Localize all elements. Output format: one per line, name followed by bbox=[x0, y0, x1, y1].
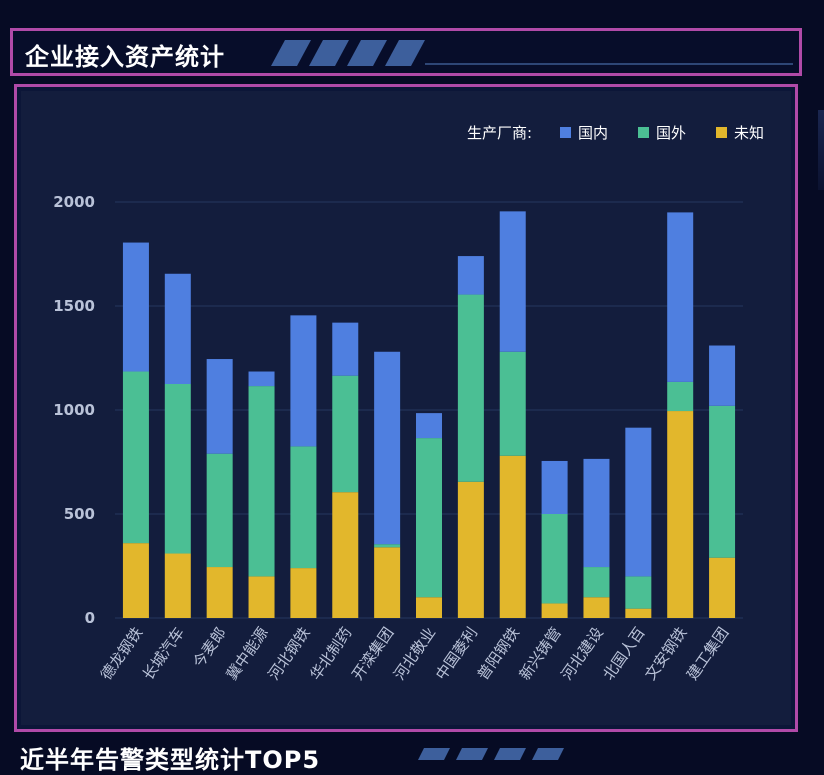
bar-segment bbox=[332, 322, 359, 376]
bar-segment bbox=[625, 576, 652, 609]
bar-segment bbox=[541, 514, 568, 604]
bar-segment bbox=[206, 567, 233, 618]
chart-panel: 0 500 1000 1500 2000 德龙钢铁 长城汽车 今麦郎 冀中能源 河北钢铁 华北制药开… bbox=[14, 84, 798, 732]
bar-segment bbox=[122, 543, 149, 618]
bar-segment bbox=[374, 547, 401, 618]
bar-segment bbox=[416, 413, 442, 439]
bar-segment bbox=[164, 273, 191, 384]
legend-label: 国内 bbox=[578, 124, 608, 142]
bar-segment bbox=[248, 386, 275, 577]
legend-label: 国外 bbox=[656, 124, 686, 142]
bar-segment bbox=[457, 294, 484, 482]
bar-segment bbox=[290, 446, 317, 569]
x-tick-label: 德龙钢铁 bbox=[97, 624, 146, 683]
legend-title: 生产厂商: bbox=[467, 124, 532, 142]
bar-segment bbox=[206, 453, 233, 568]
legend-swatch bbox=[638, 127, 649, 138]
x-tick-label: 河北钢铁 bbox=[265, 624, 314, 683]
x-tick-label: 建工集团 bbox=[683, 624, 732, 683]
x-tick-label: 河北建设 bbox=[558, 624, 607, 683]
bar-segment bbox=[625, 427, 652, 577]
bar-segment bbox=[541, 603, 568, 618]
bar-segment bbox=[164, 384, 191, 554]
bar-segment bbox=[583, 458, 610, 568]
bar-segment bbox=[248, 371, 275, 387]
y-tick-label: 500 bbox=[64, 505, 95, 523]
bar-segment bbox=[625, 608, 652, 618]
bar-segment bbox=[332, 375, 359, 493]
bar-segment bbox=[499, 211, 526, 352]
bar-segment bbox=[248, 576, 275, 618]
bar-segment bbox=[583, 567, 610, 598]
bar-segment bbox=[122, 371, 149, 544]
legend-swatch bbox=[716, 127, 727, 138]
bar-segment bbox=[416, 438, 442, 598]
bar-segment bbox=[499, 351, 526, 456]
bar-segment bbox=[290, 568, 317, 618]
bar-segment bbox=[583, 597, 610, 618]
section-header: 企业接入资产统计 bbox=[10, 28, 802, 76]
bar-segment bbox=[541, 460, 568, 514]
x-tick-label: 普阳钢铁 bbox=[474, 624, 523, 683]
x-tick-label: 中国菱利 bbox=[432, 624, 481, 683]
bar-segment bbox=[416, 597, 442, 618]
x-tick-label: 华北制药 bbox=[306, 624, 355, 683]
bar-segment bbox=[709, 557, 736, 618]
y-tick-label: 1500 bbox=[53, 297, 95, 315]
bar-segment bbox=[332, 492, 359, 618]
x-tick-label: 长城汽车 bbox=[139, 624, 188, 683]
bar-segment bbox=[457, 256, 484, 295]
bar-segment bbox=[374, 544, 401, 548]
bar-segment bbox=[122, 242, 149, 372]
bar-segment bbox=[709, 345, 736, 406]
bar-segment bbox=[667, 411, 694, 618]
x-tick-label: 文安钢铁 bbox=[641, 624, 690, 683]
y-tick-label: 0 bbox=[85, 609, 95, 627]
legend-label: 未知 bbox=[734, 124, 764, 142]
side-decoration bbox=[818, 110, 824, 190]
next-section-title: 近半年告警类型统计TOP5 bbox=[20, 746, 321, 774]
bar-segment bbox=[667, 381, 694, 412]
header-underline bbox=[425, 63, 793, 65]
decorative-stripes-bottom bbox=[418, 748, 564, 760]
chart-panel-inner: 0 500 1000 1500 2000 德龙钢铁 长城汽车 今麦郎 冀中能源 河北钢铁 华北制药开… bbox=[21, 91, 791, 725]
x-tick-label: 开滦集团 bbox=[348, 624, 397, 683]
y-tick-label: 2000 bbox=[53, 193, 95, 211]
bar-segment bbox=[709, 405, 736, 558]
x-tick-label: 河北敬业 bbox=[390, 624, 439, 683]
bar-segment bbox=[667, 212, 694, 382]
x-tick-label: 今麦郎 bbox=[189, 624, 230, 671]
bar-segment bbox=[206, 359, 233, 454]
x-tick-label: 北国人百 bbox=[599, 624, 648, 683]
bar-segment bbox=[499, 455, 526, 618]
section-title: 企业接入资产统计 bbox=[25, 43, 225, 71]
legend-swatch bbox=[560, 127, 571, 138]
bar-segment bbox=[164, 553, 191, 618]
decorative-stripes bbox=[271, 40, 425, 66]
bar-segment bbox=[457, 481, 484, 618]
bar-segment bbox=[374, 351, 401, 545]
y-tick-label: 1000 bbox=[53, 401, 95, 419]
bar-segment bbox=[290, 315, 317, 447]
x-tick-label: 冀中能源 bbox=[223, 624, 272, 683]
x-tick-label: 新兴铸管 bbox=[516, 624, 565, 683]
